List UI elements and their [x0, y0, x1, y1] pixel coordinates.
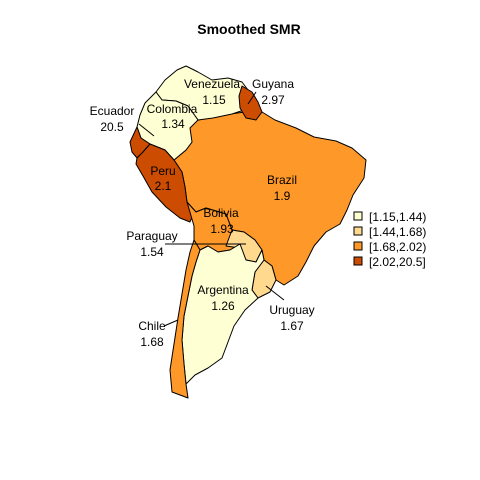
label-venezuela-value: 1.15 — [202, 93, 226, 107]
legend-label-4: [2.02,20.5] — [369, 255, 426, 269]
legend: [1.15,1.44) [1.44,1.68) [1.68,2.02) [2.0… — [353, 210, 426, 269]
leader-lines — [138, 91, 285, 327]
label-colombia-value: 1.34 — [161, 117, 185, 131]
legend-swatch-1 — [353, 211, 363, 221]
label-chile-value: 1.68 — [140, 335, 164, 349]
legend-label-2: [1.44,1.68) — [369, 225, 426, 239]
label-uruguay-value: 1.67 — [280, 319, 304, 333]
label-brazil-name: Brazil — [267, 173, 297, 187]
legend-label-1: [1.15,1.44) — [369, 210, 426, 224]
label-bolivia-value: 1.93 — [210, 222, 234, 236]
country-colombia — [136, 91, 199, 161]
label-bolivia-name: Bolivia — [203, 206, 239, 220]
label-argentina-name: Argentina — [197, 283, 249, 297]
label-guyana-name: Guyana — [252, 77, 294, 91]
country-labels: Venezuela 1.15 Guyana 2.97 Colombia 1.34… — [90, 77, 315, 349]
country-chile — [169, 239, 201, 399]
legend-swatch-2 — [353, 226, 363, 236]
legend-label-3: [1.68,2.02) — [369, 240, 426, 254]
country-shapes — [129, 65, 367, 399]
label-paraguay-value: 1.54 — [140, 245, 164, 259]
label-peru-value: 2.1 — [155, 179, 172, 193]
label-peru-name: Peru — [150, 164, 175, 178]
map-title: Smoothed SMR — [197, 21, 300, 37]
legend-swatch-4 — [353, 256, 363, 266]
label-brazil-value: 1.9 — [274, 189, 291, 203]
ecuador-leader — [138, 123, 155, 137]
label-ecuador-name: Ecuador — [90, 104, 135, 118]
label-colombia-name: Colombia — [147, 102, 198, 116]
uruguay-leader — [265, 285, 285, 301]
label-paraguay-name: Paraguay — [126, 229, 177, 243]
legend-swatch-3 — [353, 241, 363, 251]
label-uruguay-name: Uruguay — [269, 303, 314, 317]
label-ecuador-value: 20.5 — [100, 120, 124, 134]
guyana-leader — [247, 91, 257, 105]
country-peru — [135, 143, 195, 223]
label-argentina-value: 1.26 — [211, 299, 235, 313]
label-guyana-value: 2.97 — [261, 93, 285, 107]
chile-leader — [163, 319, 179, 327]
label-chile-name: Chile — [138, 319, 166, 333]
label-venezuela-name: Venezuela — [184, 77, 240, 91]
